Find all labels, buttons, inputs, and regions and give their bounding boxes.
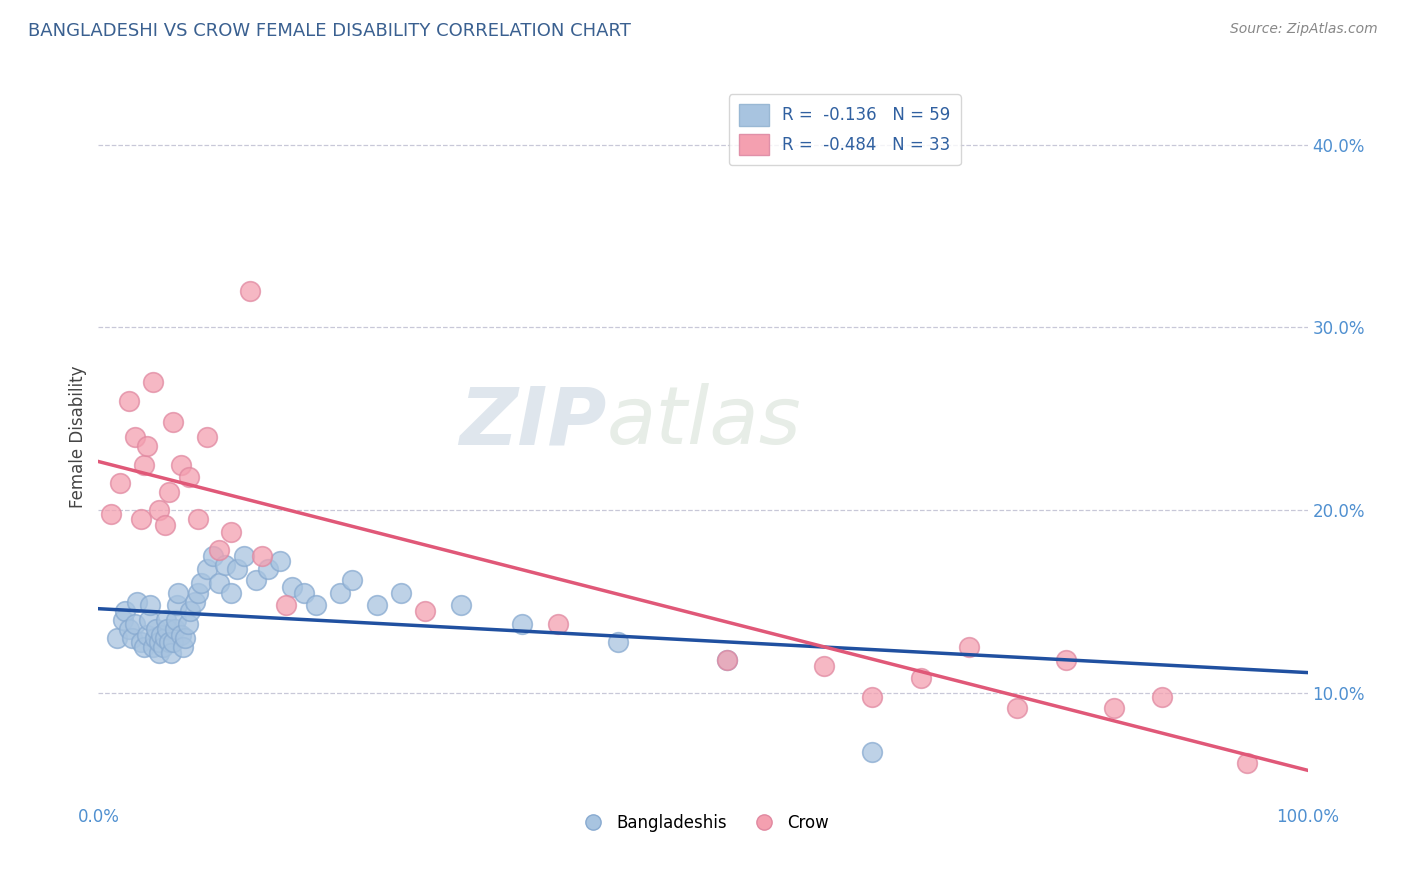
Point — [166, 599, 188, 613]
Point — [366, 599, 388, 613]
Point — [169, 627, 191, 641]
Point — [187, 512, 209, 526]
Point — [281, 580, 304, 594]
Point — [174, 632, 197, 646]
Point — [121, 632, 143, 646]
Text: ZIP: ZIP — [458, 384, 606, 461]
Point — [157, 635, 180, 649]
Point — [111, 613, 134, 627]
Point — [292, 585, 315, 599]
Legend: Bangladeshis, Crow: Bangladeshis, Crow — [571, 807, 835, 838]
Point — [148, 646, 170, 660]
Point — [716, 653, 738, 667]
Point — [100, 507, 122, 521]
Point — [226, 562, 249, 576]
Point — [179, 470, 201, 484]
Point — [129, 635, 152, 649]
Point — [160, 646, 183, 660]
Point — [813, 658, 835, 673]
Point — [155, 613, 177, 627]
Point — [305, 599, 328, 613]
Text: atlas: atlas — [606, 384, 801, 461]
Point — [221, 585, 243, 599]
Point — [157, 485, 180, 500]
Point — [910, 672, 932, 686]
Point — [389, 585, 412, 599]
Point — [108, 475, 131, 490]
Point — [195, 430, 218, 444]
Point — [208, 576, 231, 591]
Point — [150, 627, 173, 641]
Point — [148, 503, 170, 517]
Point — [232, 549, 254, 563]
Point — [860, 690, 883, 704]
Point — [607, 635, 630, 649]
Point — [190, 576, 212, 591]
Point — [156, 622, 179, 636]
Point — [152, 640, 174, 655]
Point — [1007, 700, 1029, 714]
Point — [329, 585, 352, 599]
Point — [143, 632, 166, 646]
Point — [142, 640, 165, 655]
Point — [179, 604, 201, 618]
Point — [256, 562, 278, 576]
Point — [202, 549, 225, 563]
Point — [153, 632, 176, 646]
Point — [118, 393, 141, 408]
Point — [274, 599, 297, 613]
Point — [127, 594, 149, 608]
Point — [510, 616, 533, 631]
Point — [169, 458, 191, 472]
Point — [134, 640, 156, 655]
Point — [142, 375, 165, 389]
Point — [135, 627, 157, 641]
Point — [239, 284, 262, 298]
Text: Source: ZipAtlas.com: Source: ZipAtlas.com — [1230, 22, 1378, 37]
Point — [167, 585, 190, 599]
Point — [1236, 756, 1258, 770]
Point — [165, 613, 187, 627]
Point — [1152, 690, 1174, 704]
Point — [187, 585, 209, 599]
Point — [162, 635, 184, 649]
Point — [184, 594, 207, 608]
Point — [1102, 700, 1125, 714]
Point — [138, 613, 160, 627]
Point — [129, 512, 152, 526]
Point — [145, 622, 167, 636]
Point — [105, 632, 128, 646]
Point — [195, 562, 218, 576]
Point — [163, 622, 186, 636]
Point — [1054, 653, 1077, 667]
Point — [114, 604, 136, 618]
Point — [135, 439, 157, 453]
Point — [134, 458, 156, 472]
Point — [250, 549, 273, 563]
Point — [269, 554, 291, 568]
Point — [214, 558, 236, 573]
Point — [148, 635, 170, 649]
Point — [450, 599, 472, 613]
Point — [172, 640, 194, 655]
Point — [957, 640, 980, 655]
Point — [342, 573, 364, 587]
Point — [162, 416, 184, 430]
Y-axis label: Female Disability: Female Disability — [69, 366, 87, 508]
Point — [413, 604, 436, 618]
Point — [860, 745, 883, 759]
Text: BANGLADESHI VS CROW FEMALE DISABILITY CORRELATION CHART: BANGLADESHI VS CROW FEMALE DISABILITY CO… — [28, 22, 631, 40]
Point — [118, 622, 141, 636]
Point — [177, 616, 200, 631]
Point — [547, 616, 569, 631]
Point — [124, 616, 146, 631]
Point — [208, 543, 231, 558]
Point — [139, 599, 162, 613]
Point — [124, 430, 146, 444]
Point — [716, 653, 738, 667]
Point — [221, 525, 243, 540]
Point — [245, 573, 267, 587]
Point — [153, 517, 176, 532]
